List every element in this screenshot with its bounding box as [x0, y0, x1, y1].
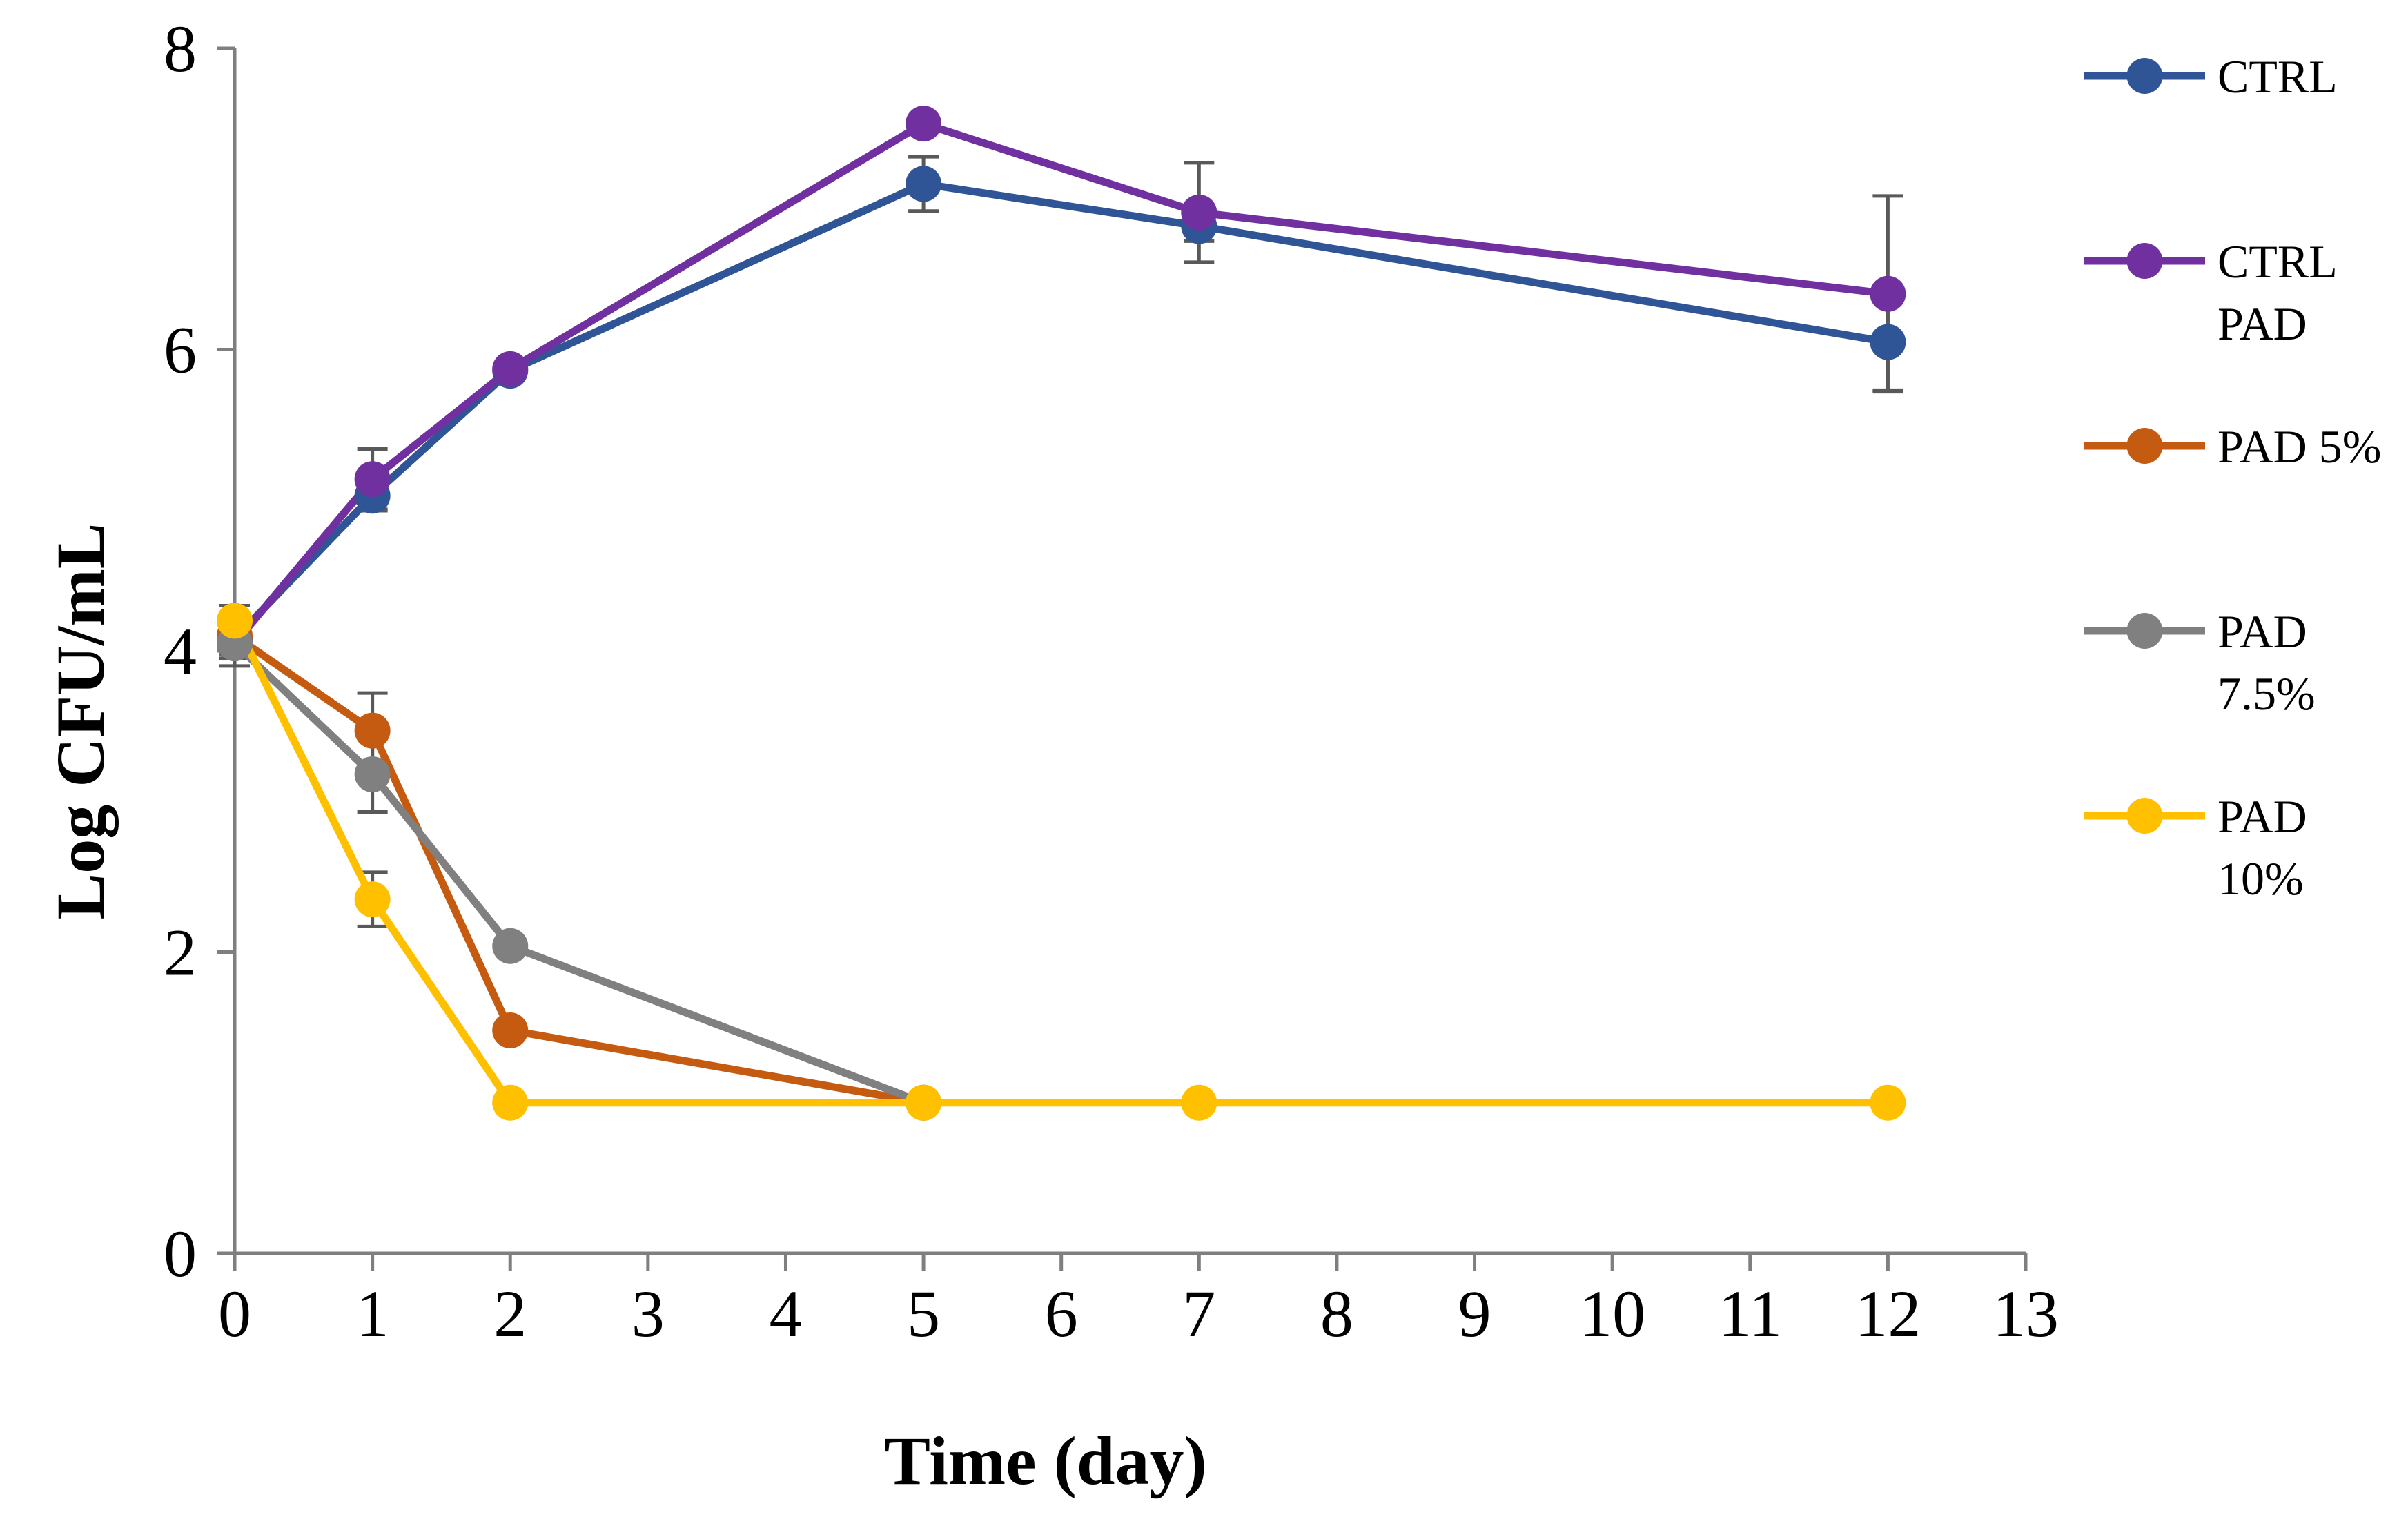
series-line-pad-7-5	[232, 640, 926, 1106]
legend-item-ctrl-pad: CTRL PAD	[2084, 235, 2338, 350]
data-point-pad-10	[1181, 1084, 1217, 1121]
data-point-pad-10	[492, 1084, 529, 1121]
data-point-ctrl	[906, 166, 942, 202]
legend-swatch-marker	[2126, 798, 2163, 834]
x-tick-label: 2	[493, 1277, 527, 1351]
x-tick-label: 10	[1579, 1277, 1645, 1351]
y-tick-label: 0	[164, 1217, 197, 1291]
y-tick-label: 8	[164, 12, 197, 86]
legend-swatch-marker	[2126, 243, 2163, 279]
x-tick-label: 8	[1320, 1277, 1353, 1351]
data-point-pad-7-5	[354, 756, 391, 792]
legend-item-ctrl: CTRL	[2084, 50, 2338, 103]
legend-label: CTRL	[2218, 50, 2338, 103]
y-axis-title: Log CFU/mL	[42, 523, 119, 920]
series-line-ctrl	[232, 179, 1889, 642]
legend-item-pad-7-5: PAD 7.5%	[2084, 605, 2316, 720]
x-tick-label: 5	[907, 1277, 940, 1351]
series-markers	[217, 106, 1906, 1121]
x-tick-label: 3	[632, 1277, 665, 1351]
legend-label: PAD 5%	[2218, 420, 2381, 473]
x-tick-label: 0	[218, 1277, 251, 1351]
series-line-pad-10	[231, 618, 1888, 1107]
x-tick-label: 11	[1719, 1277, 1782, 1351]
legend-item-pad-10: PAD 10%	[2084, 790, 2307, 905]
x-tick-label: 1	[356, 1277, 389, 1351]
data-point-ctrl-pad	[906, 106, 942, 142]
x-tick-label: 7	[1182, 1277, 1215, 1351]
x-tick-label: 9	[1458, 1277, 1491, 1351]
data-point-pad-10	[217, 603, 253, 639]
legend-swatch-marker	[2126, 58, 2163, 94]
data-point-ctrl-pad	[1870, 275, 1906, 312]
data-point-pad-10	[1870, 1084, 1906, 1121]
legend-label: CTRL PAD	[2218, 235, 2338, 350]
legend-label: PAD 10%	[2218, 790, 2307, 905]
legend-label: PAD 7.5%	[2218, 605, 2316, 720]
x-tick-label: 4	[769, 1277, 802, 1351]
legend-swatch-marker	[2126, 428, 2163, 464]
y-tick-label: 2	[164, 916, 197, 990]
legend-swatch-marker	[2126, 613, 2163, 649]
x-tick-label: 13	[1993, 1277, 2059, 1351]
data-point-ctrl-pad	[354, 461, 391, 498]
data-point-ctrl-pad	[1181, 194, 1217, 231]
y-tick-label: 4	[164, 614, 197, 688]
data-point-pad-5	[354, 712, 391, 749]
series-lines	[231, 119, 1889, 1107]
data-point-ctrl-pad	[492, 351, 529, 387]
data-point-pad-7-5	[492, 928, 529, 964]
x-axis-title: Time (day)	[884, 1422, 1207, 1499]
data-point-pad-5	[492, 1012, 529, 1048]
data-point-ctrl	[1870, 324, 1906, 360]
x-tick-label: 12	[1854, 1277, 1921, 1351]
data-point-pad-10	[354, 881, 391, 918]
legend-item-pad-5: PAD 5%	[2084, 420, 2381, 473]
series-line-ctrl-pad	[231, 119, 1889, 646]
data-point-pad-10	[906, 1084, 942, 1121]
x-tick-label: 6	[1045, 1277, 1078, 1351]
series-line-pad-5	[232, 632, 925, 1107]
legend: CTRL CTRL PAD PAD 5% PAD 7.5% PAD 10%	[2084, 50, 2381, 905]
y-tick-label: 6	[164, 313, 197, 387]
